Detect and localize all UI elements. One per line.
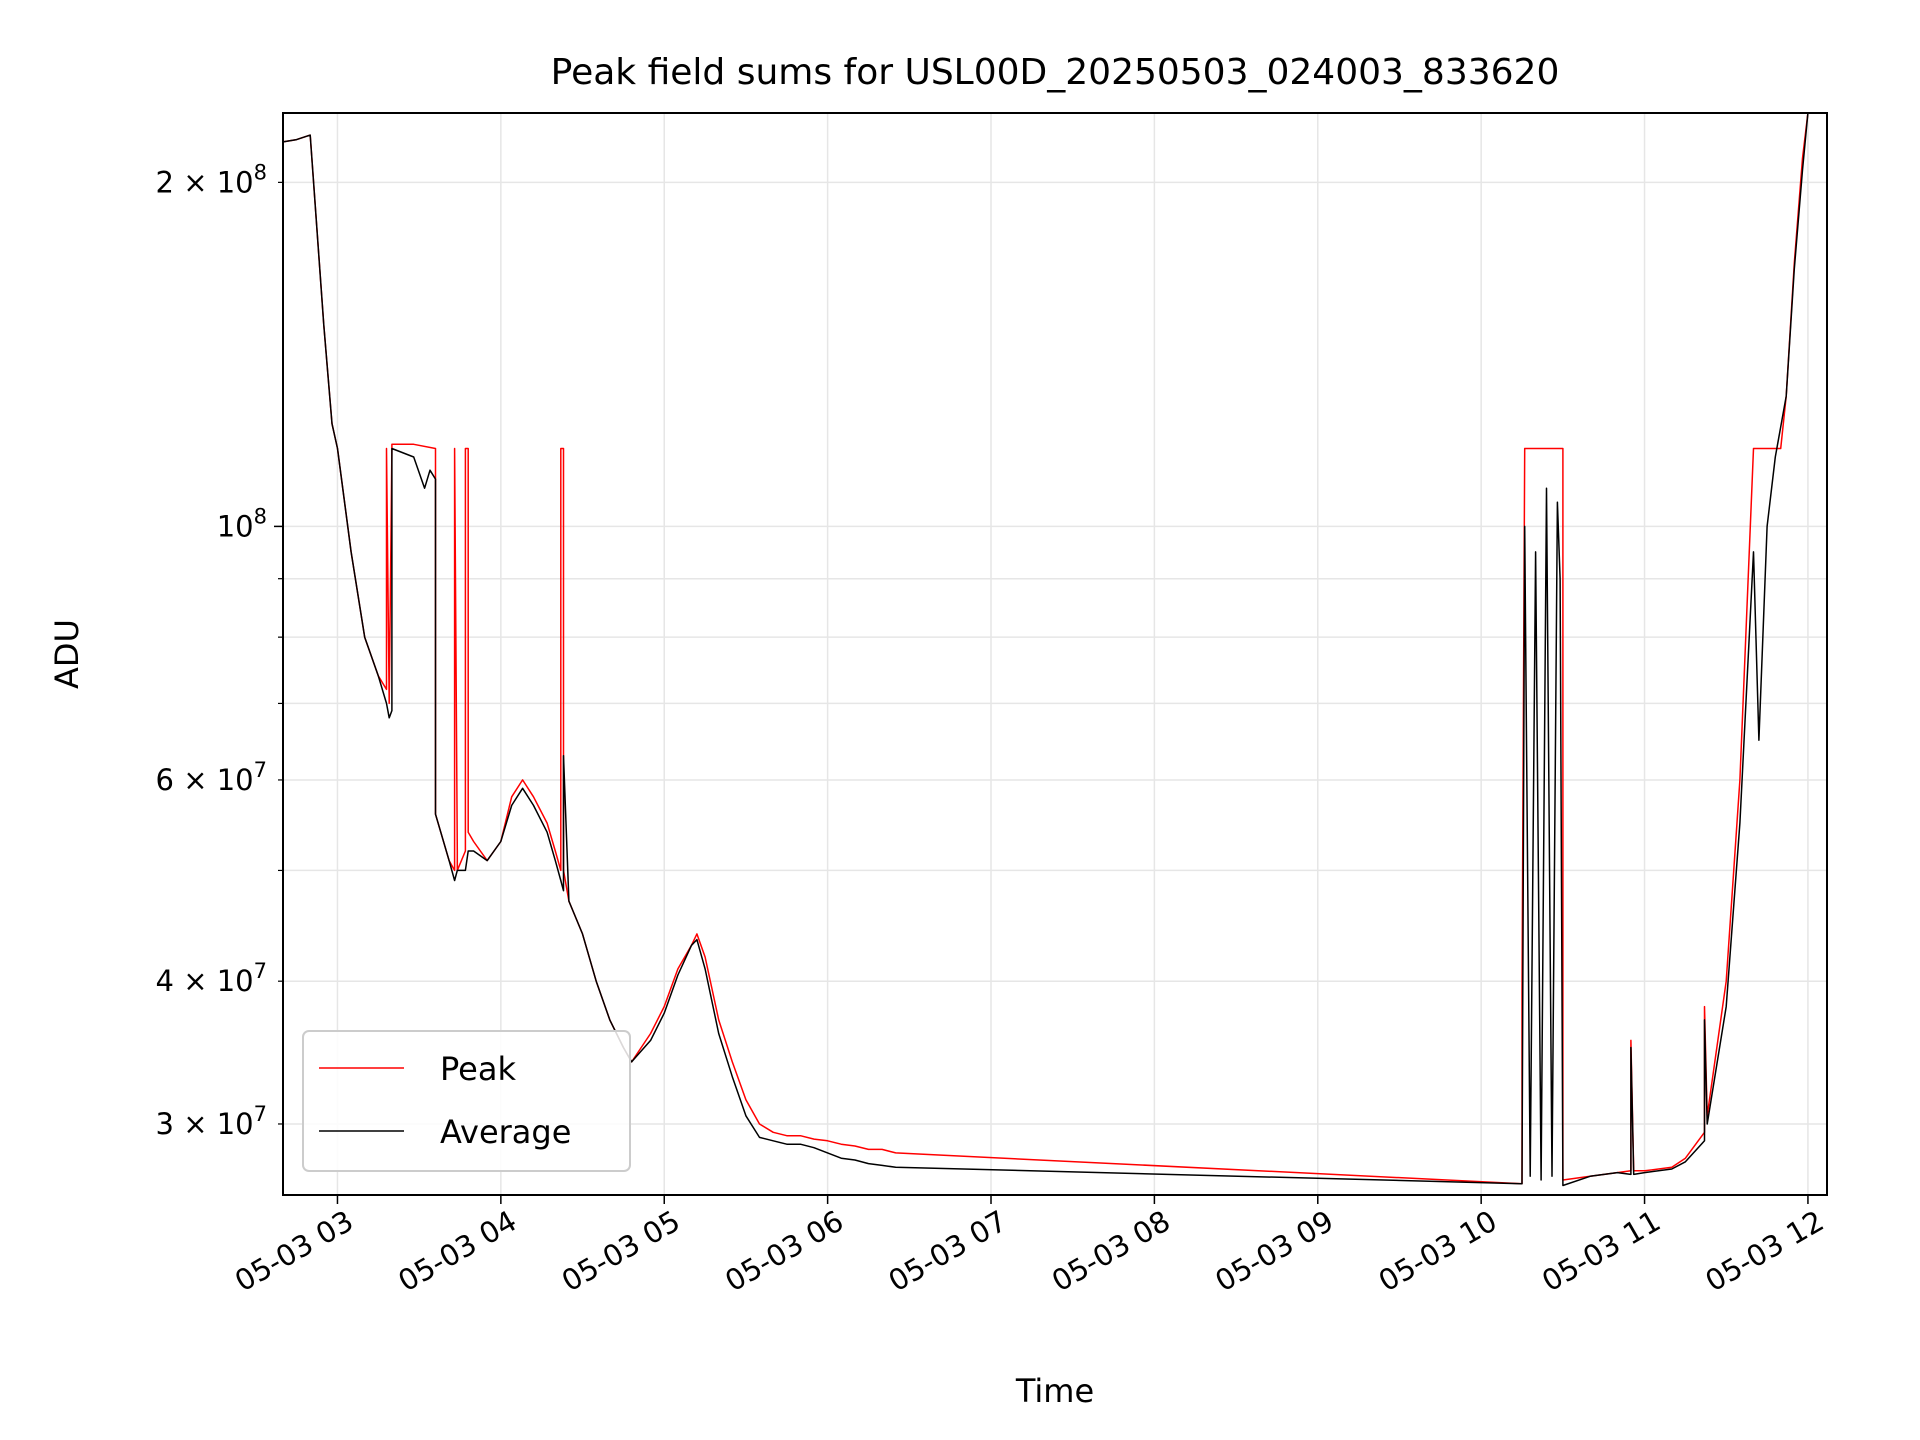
x-tick-label: 05-03 05: [556, 1204, 686, 1299]
x-axis-title: Time: [1015, 1372, 1094, 1410]
legend-label-average: Average: [440, 1113, 571, 1151]
chart-title: Peak field sums for USL00D_20250503_0240…: [551, 52, 1560, 93]
y-tick-label: 2 × 108: [156, 160, 267, 199]
plot-frame: [282, 112, 1828, 1196]
x-tick-label: 05-03 03: [229, 1204, 359, 1299]
x-tick-label: 05-03 07: [883, 1204, 1013, 1299]
x-tick-label: 05-03 06: [719, 1204, 849, 1299]
legend: Peak Average: [302, 1030, 631, 1172]
y-axis-title: ADU: [48, 619, 86, 689]
y-tick-label: 6 × 107: [156, 758, 267, 797]
x-tick-label: 05-03 10: [1373, 1204, 1503, 1299]
y-tick-label: 3 × 107: [156, 1102, 267, 1141]
x-axis: 05-03 03 05-03 04 05-03 05 05-03 06 05-03 07…: [229, 1195, 1829, 1298]
x-tick-label: 05-03 04: [392, 1204, 522, 1299]
x-tick-label: 05-03 08: [1046, 1204, 1176, 1299]
y-axis: 2 × 108 108 6 × 107 4 × 107 3 × 107: [156, 160, 283, 1141]
y-tick-label: 108: [217, 504, 267, 543]
y-tick-label: 4 × 107: [156, 959, 267, 998]
x-tick-label: 05-03 09: [1209, 1204, 1339, 1299]
legend-box: [302, 1030, 631, 1172]
series-line-average: [282, 112, 1809, 1187]
x-tick-label: 05-03 12: [1700, 1204, 1830, 1299]
series-line-peak: [282, 112, 1809, 1185]
x-tick-label: 05-03 11: [1536, 1204, 1666, 1299]
plot-lines: [282, 112, 1809, 1187]
legend-label-peak: Peak: [440, 1050, 516, 1088]
